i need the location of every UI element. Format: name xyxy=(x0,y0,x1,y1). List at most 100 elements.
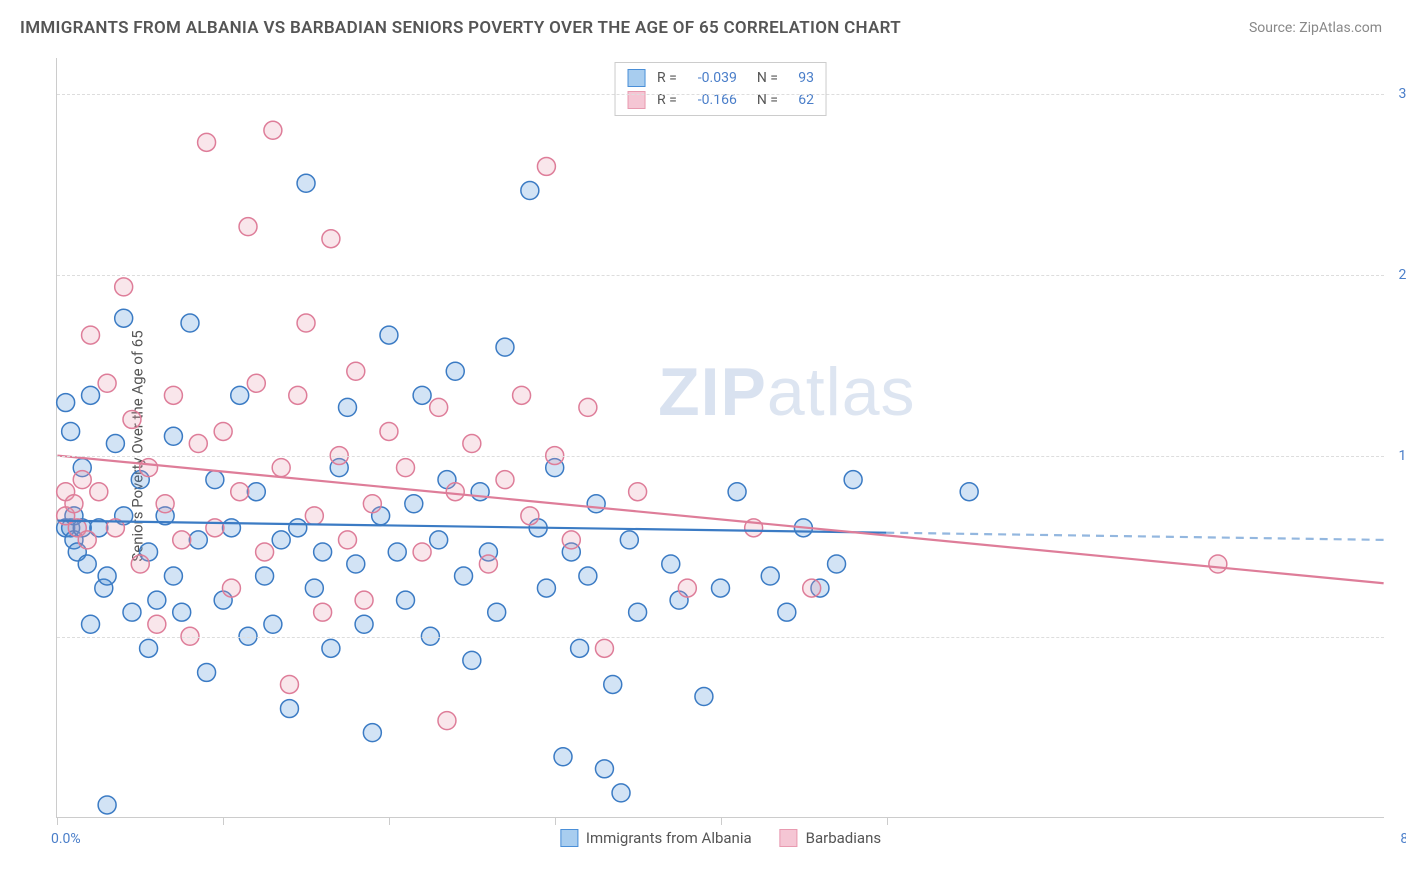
data-point xyxy=(339,398,357,416)
data-point xyxy=(554,748,572,766)
data-point xyxy=(513,386,531,404)
data-point xyxy=(496,471,514,489)
gridline xyxy=(57,275,1384,276)
data-point xyxy=(305,507,323,525)
data-point xyxy=(761,567,779,585)
data-point xyxy=(397,459,415,477)
data-point xyxy=(297,314,315,332)
stats-row: R = -0.166 N = 62 xyxy=(627,89,814,111)
data-point xyxy=(388,543,406,561)
data-point xyxy=(98,567,116,585)
legend-item: Barbadians xyxy=(780,829,881,847)
legend-item: Immigrants from Albania xyxy=(560,829,752,847)
data-point xyxy=(62,422,80,440)
data-point xyxy=(65,495,83,513)
stat-r-label: R = xyxy=(657,70,677,86)
y-tick-label: 22.5% xyxy=(1398,267,1406,283)
data-point xyxy=(521,507,539,525)
data-point xyxy=(712,579,730,597)
data-point xyxy=(247,483,265,501)
data-point xyxy=(164,567,182,585)
data-point xyxy=(98,796,116,814)
data-point xyxy=(156,495,174,513)
data-point xyxy=(430,398,448,416)
data-point xyxy=(140,459,158,477)
data-point xyxy=(272,459,290,477)
data-point xyxy=(587,495,605,513)
data-point xyxy=(488,603,506,621)
legend-swatch xyxy=(780,829,798,847)
data-point xyxy=(662,555,680,573)
data-point xyxy=(455,567,473,585)
x-min-label: 0.0% xyxy=(51,831,81,847)
data-point xyxy=(828,555,846,573)
data-point xyxy=(289,519,307,537)
data-point xyxy=(140,639,158,657)
data-point xyxy=(231,386,249,404)
bottom-legend: Immigrants from Albania Barbadians xyxy=(560,829,881,847)
source-credit: Source: ZipAtlas.com xyxy=(1249,20,1382,36)
data-point xyxy=(678,579,696,597)
data-point xyxy=(405,495,423,513)
data-point xyxy=(189,531,207,549)
data-point xyxy=(397,591,415,609)
data-point xyxy=(960,483,978,501)
data-point xyxy=(123,603,141,621)
data-point xyxy=(355,615,373,633)
data-point xyxy=(430,531,448,549)
data-point xyxy=(695,688,713,706)
data-point xyxy=(380,326,398,344)
data-point xyxy=(181,314,199,332)
data-point xyxy=(363,724,381,742)
data-point xyxy=(355,591,373,609)
data-point xyxy=(322,230,340,248)
data-point xyxy=(164,386,182,404)
data-point xyxy=(115,278,133,296)
data-point xyxy=(496,338,514,356)
data-point xyxy=(629,603,647,621)
trend-line-extrapolated xyxy=(886,533,1383,540)
data-point xyxy=(256,543,274,561)
data-point xyxy=(305,579,323,597)
data-point xyxy=(256,567,274,585)
legend-label: Immigrants from Albania xyxy=(586,829,752,847)
data-point xyxy=(629,483,647,501)
data-point xyxy=(123,410,141,428)
data-point xyxy=(413,543,431,561)
data-point xyxy=(803,579,821,597)
data-point xyxy=(173,603,191,621)
data-point xyxy=(148,615,166,633)
x-max-label: 8.0% xyxy=(1400,831,1406,847)
data-point xyxy=(131,555,149,573)
x-tick xyxy=(57,817,58,825)
data-point xyxy=(537,157,555,175)
data-point xyxy=(206,519,224,537)
gridline xyxy=(57,456,1384,457)
data-point xyxy=(446,362,464,380)
data-point xyxy=(612,784,630,802)
y-tick-label: 15.0% xyxy=(1398,448,1406,464)
data-point xyxy=(98,374,116,392)
data-point xyxy=(479,555,497,573)
data-point xyxy=(595,760,613,778)
x-tick xyxy=(389,817,390,825)
data-point xyxy=(413,386,431,404)
data-point xyxy=(78,531,96,549)
data-point xyxy=(604,675,622,693)
data-point xyxy=(380,422,398,440)
data-point xyxy=(463,435,481,453)
data-point xyxy=(189,435,207,453)
data-point xyxy=(272,531,290,549)
correlation-chart: IMMIGRANTS FROM ALBANIA VS BARBADIAN SEN… xyxy=(0,0,1406,892)
data-point xyxy=(222,579,240,597)
data-point xyxy=(339,531,357,549)
data-point xyxy=(148,591,166,609)
data-point xyxy=(78,555,96,573)
data-point xyxy=(82,386,100,404)
data-point xyxy=(198,663,216,681)
data-point xyxy=(73,471,91,489)
data-point xyxy=(579,567,597,585)
data-point xyxy=(314,543,332,561)
data-point xyxy=(214,422,232,440)
data-point xyxy=(521,182,539,200)
